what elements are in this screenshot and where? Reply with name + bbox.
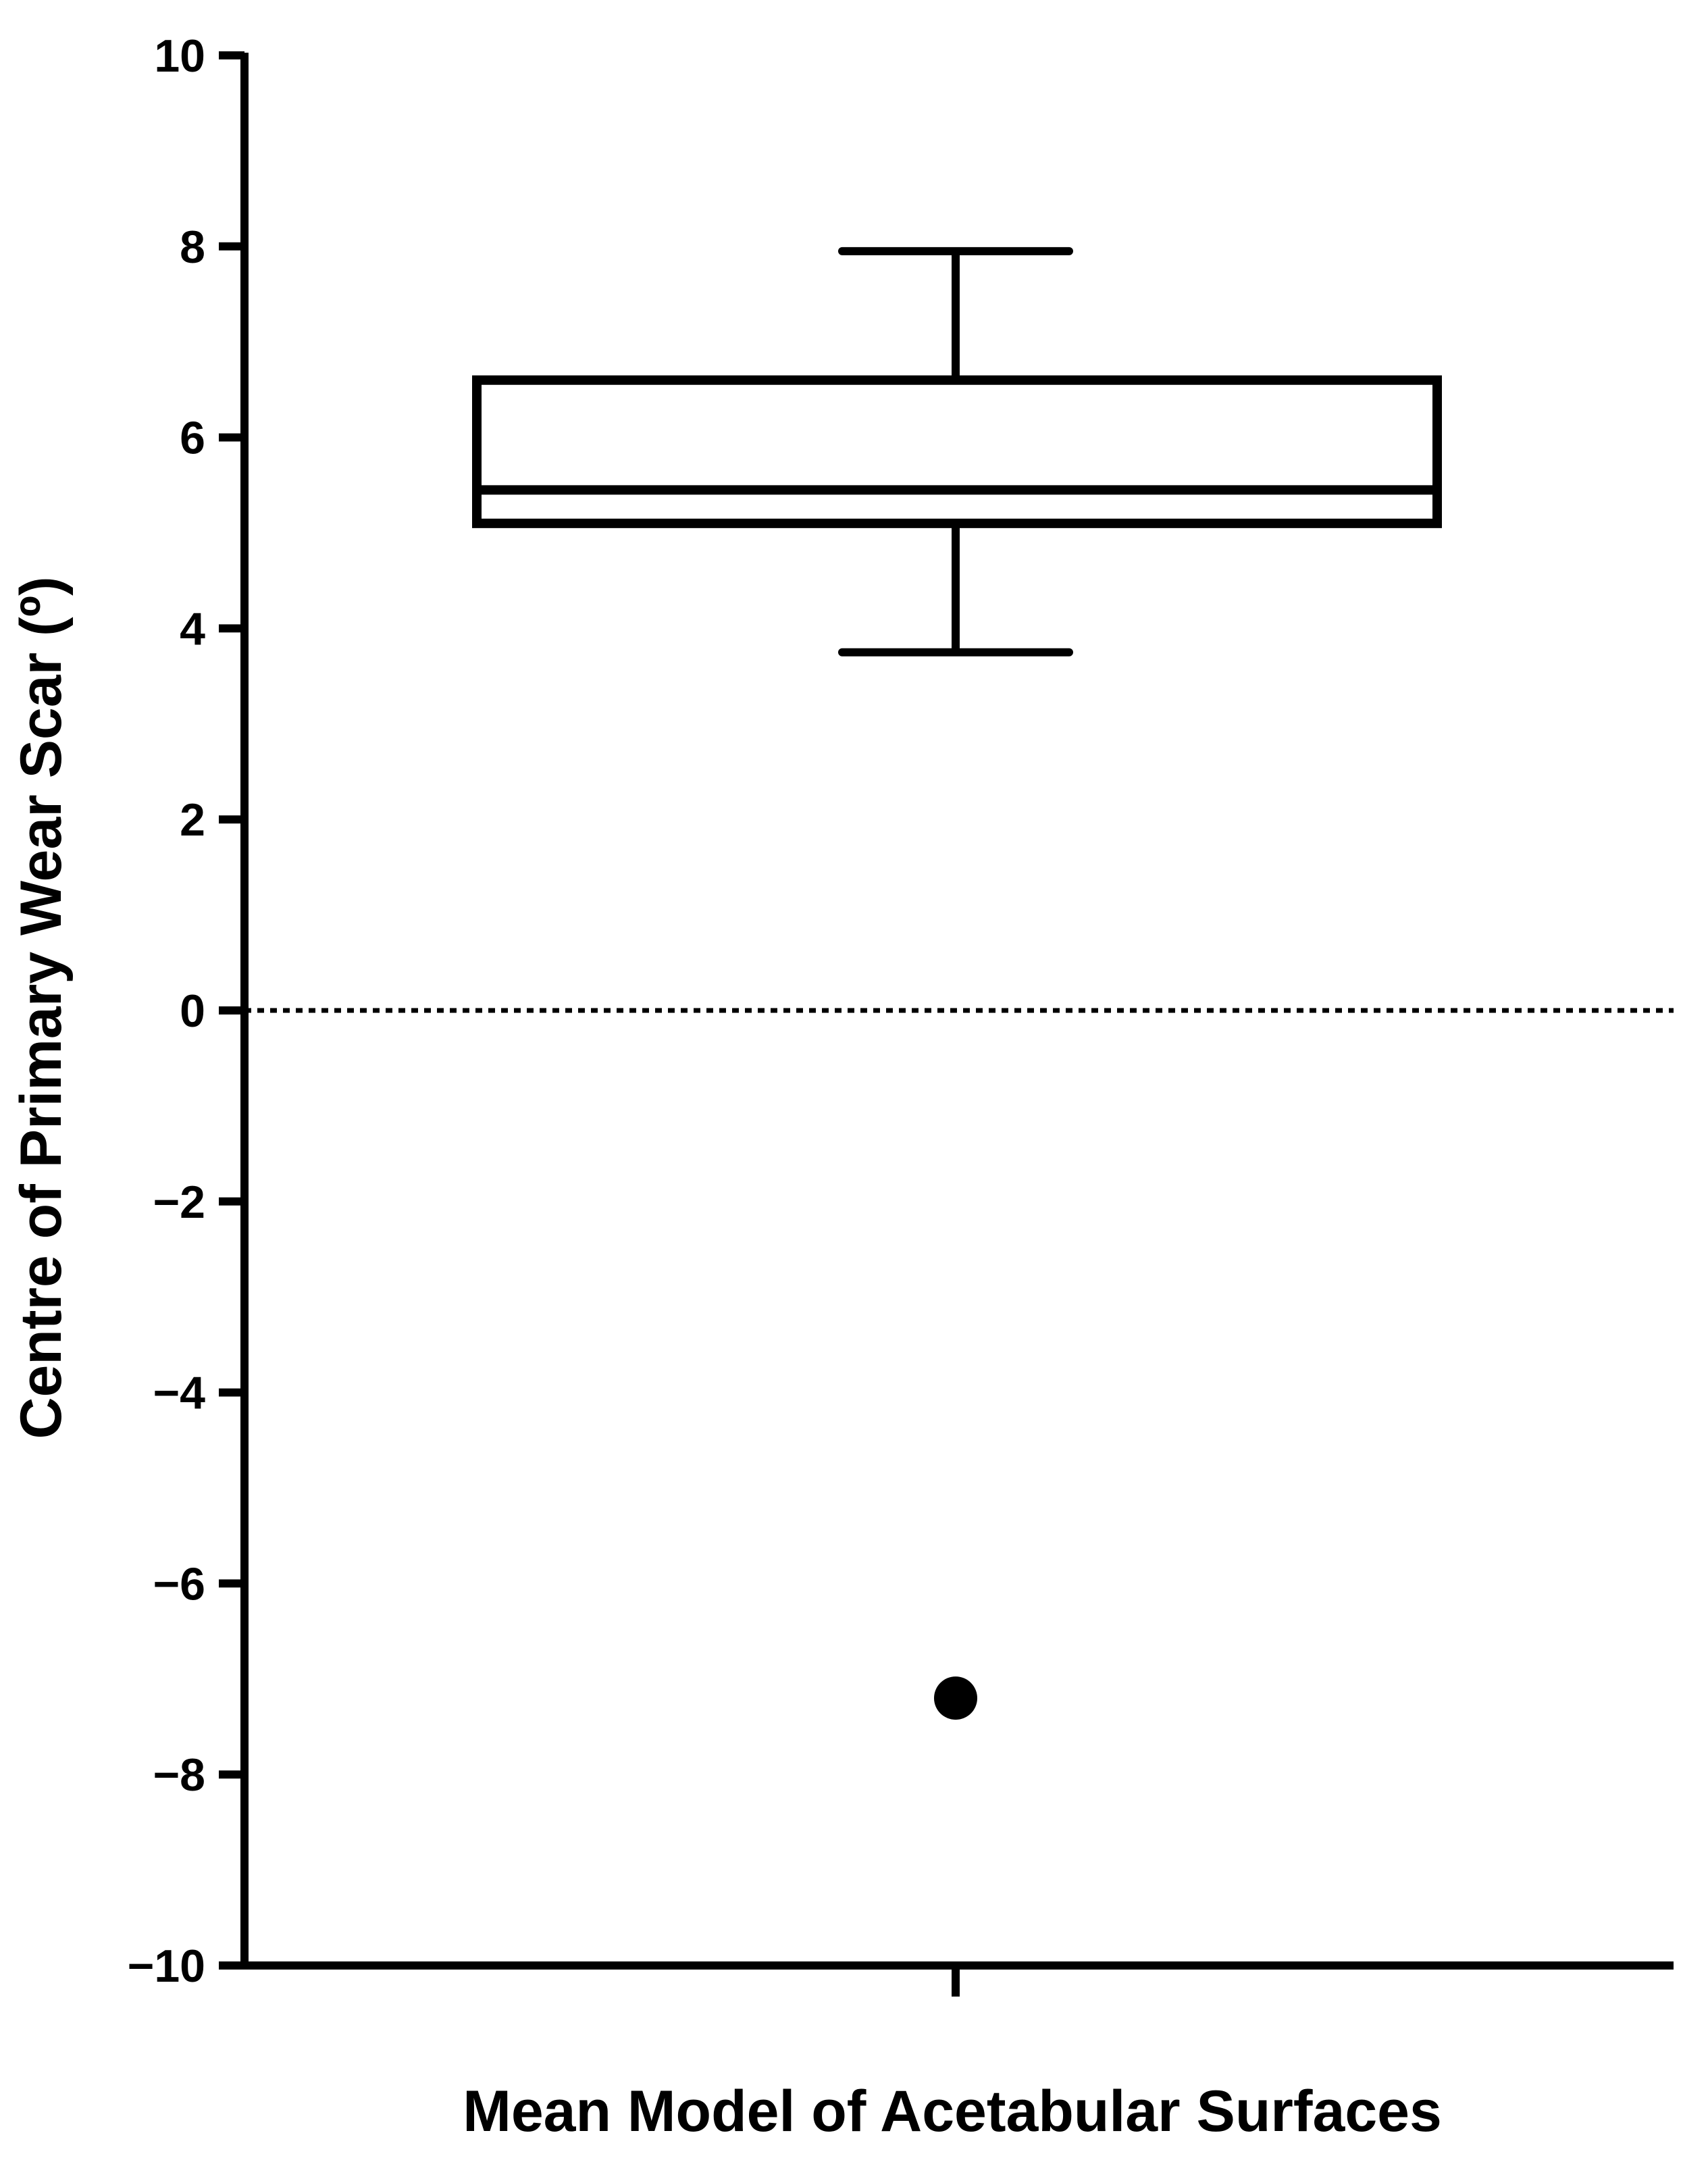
y-tick-label: 6 [180, 413, 205, 464]
y-tick-label: 0 [180, 985, 205, 1037]
y-tick-label: 2 [180, 794, 205, 846]
y-tick-label: −8 [153, 1749, 205, 1801]
y-tick-label: −2 [153, 1177, 205, 1228]
x-axis-title: Mean Model of Acetabular Surfaces [463, 2079, 1442, 2144]
y-tick-label: −4 [153, 1368, 205, 1419]
y-axis-title: Centre of Primary Wear Scar (º) [9, 576, 74, 1439]
y-tick-label: 8 [180, 222, 205, 273]
outlier-point [934, 1676, 977, 1720]
y-axis: 10 8 6 4 2 0 −2 −4 −6 −8 −10 [128, 30, 249, 1992]
y-tick-label: −6 [153, 1558, 205, 1610]
y-tick-label: −10 [128, 1941, 205, 1992]
y-tick-label: 4 [180, 603, 205, 654]
interquartile-box [472, 375, 1442, 528]
plot-area [244, 247, 1674, 1720]
x-axis [240, 1961, 1674, 1997]
y-tick-label: 10 [154, 30, 205, 82]
